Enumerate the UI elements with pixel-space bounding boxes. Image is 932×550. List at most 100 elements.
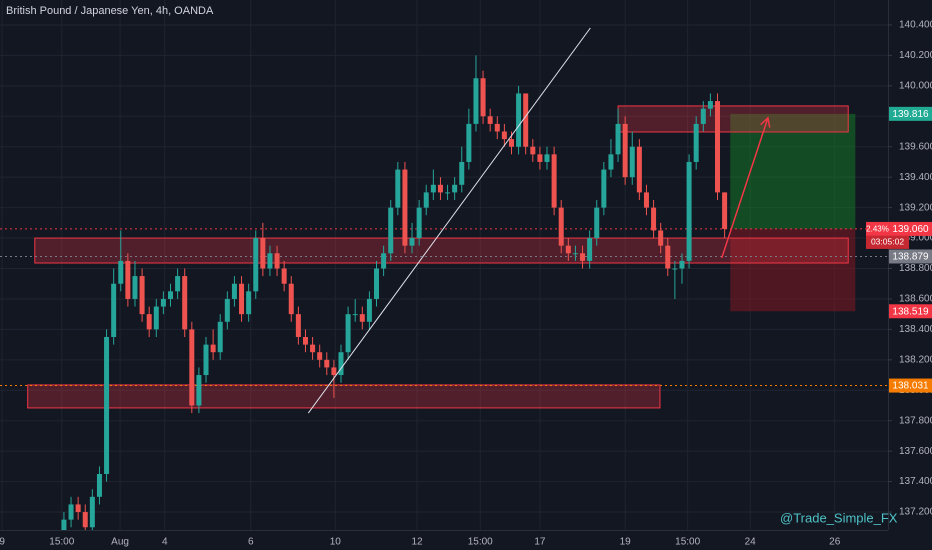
x-tick-label: 17 [534, 537, 546, 548]
candle-body [104, 336, 110, 474]
position-profit [730, 113, 856, 229]
candle-body [722, 192, 728, 229]
candle-body [651, 207, 657, 231]
y-tick-label: 137.800 [899, 415, 932, 426]
y-tick-label: 138.600 [899, 294, 932, 305]
candle-body [700, 108, 706, 124]
candle-body [530, 146, 536, 155]
x-tick-label: 15:00 [49, 537, 74, 548]
candle-body [388, 207, 394, 254]
candle-body [494, 123, 500, 132]
candle-body [558, 207, 564, 246]
watermark: @Trade_Simple_FX [780, 510, 898, 525]
arrow-head [760, 116, 771, 128]
candle-body [160, 298, 166, 307]
y-tick-label: 138.200 [899, 354, 932, 365]
y-tick-label: 139.000 [899, 233, 932, 244]
x-tick-label: 4 [162, 537, 168, 548]
candle-body [523, 93, 529, 147]
candle-body [324, 359, 330, 368]
candle-body [288, 283, 294, 315]
zone [34, 237, 849, 264]
y-tick-label: 139.400 [899, 172, 932, 183]
candle-body [572, 253, 578, 255]
y-tick-label: 140.200 [899, 50, 932, 61]
candle-body [338, 352, 344, 376]
candle-body [366, 298, 372, 322]
x-tick-label: 6 [248, 537, 254, 548]
price-tag [889, 221, 932, 236]
candle-body [459, 161, 465, 185]
candle-body [132, 276, 138, 299]
candle-body [175, 276, 181, 292]
candle-body [430, 184, 436, 193]
price-tag [889, 249, 932, 264]
candle-body [139, 276, 145, 315]
candle-body [594, 207, 600, 239]
candle-body [89, 496, 95, 528]
x-tick-label: 19 [620, 537, 632, 548]
y-tick-label: 139.200 [899, 202, 932, 213]
position-loss [730, 228, 856, 312]
candle-body [182, 276, 188, 330]
candle-body [395, 169, 401, 208]
candle-body [580, 253, 586, 261]
candle-body [68, 504, 74, 520]
x-tick-label: 24 [745, 537, 757, 548]
x-tick-label: Aug [111, 537, 129, 548]
candle-body [693, 123, 699, 162]
axes: 137.200137.400137.600137.800138.000138.2… [0, 20, 932, 548]
y-tick-label: 137.600 [899, 446, 932, 457]
candle-body [231, 283, 237, 299]
price-tag-label: 138.031 [892, 381, 929, 392]
price-tag [889, 106, 932, 121]
y-tick-label: 137.400 [899, 476, 932, 487]
candle-body [260, 238, 266, 269]
countdown-tag [866, 235, 909, 249]
candle-body [75, 504, 81, 513]
candle-body [352, 314, 358, 316]
candle-body [210, 344, 216, 353]
candle-body [679, 260, 685, 269]
countdown-label: 03:05:02 [871, 237, 904, 247]
x-tick-label: 12 [411, 537, 423, 548]
price-tag-label: 139.060 [892, 224, 929, 235]
change-label: 2.43% [866, 225, 889, 234]
candle-body [224, 298, 230, 322]
candle-body [302, 336, 308, 345]
price-tag-label: 139.816 [892, 109, 929, 120]
candle-body [381, 253, 387, 269]
x-tick-label: 26 [829, 537, 841, 548]
y-tick-label: 139.600 [899, 141, 932, 152]
candle-body [508, 139, 514, 147]
x-tick-label: 15:00 [468, 537, 493, 548]
candle-body [544, 154, 550, 162]
candle-body [61, 519, 67, 530]
x-tick-label: 9 [0, 537, 5, 548]
candle-body [111, 283, 117, 337]
candle-body [416, 207, 422, 239]
chart-title: British Pound / Japanese Yen, 4h, OANDA [6, 5, 214, 17]
candle-body [253, 238, 259, 292]
candle-body [707, 101, 713, 109]
price-tag [889, 304, 932, 319]
candle-body [267, 253, 273, 269]
candle-body [686, 161, 692, 261]
candle-body [587, 238, 593, 261]
candle-body [317, 352, 323, 360]
candle-body [473, 78, 479, 124]
candle-body [239, 283, 245, 315]
candle-body [487, 116, 493, 124]
change-tag [866, 221, 889, 236]
candle-body [501, 131, 507, 140]
candle-body [452, 184, 458, 193]
candle-body [466, 123, 472, 162]
candle-body [658, 230, 664, 246]
candle-body [715, 101, 721, 193]
candle-body [516, 93, 522, 147]
zone [27, 384, 661, 409]
plot-area [0, 27, 888, 530]
zone [617, 105, 849, 133]
candle-body [636, 146, 642, 193]
